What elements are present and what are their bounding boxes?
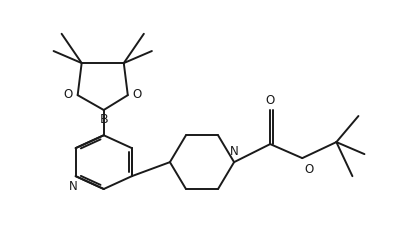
Text: B: B [99, 112, 108, 126]
Text: O: O [305, 162, 314, 175]
Text: O: O [265, 94, 275, 106]
Text: O: O [63, 87, 73, 100]
Text: N: N [230, 145, 238, 158]
Text: O: O [133, 87, 142, 100]
Text: N: N [69, 180, 78, 193]
